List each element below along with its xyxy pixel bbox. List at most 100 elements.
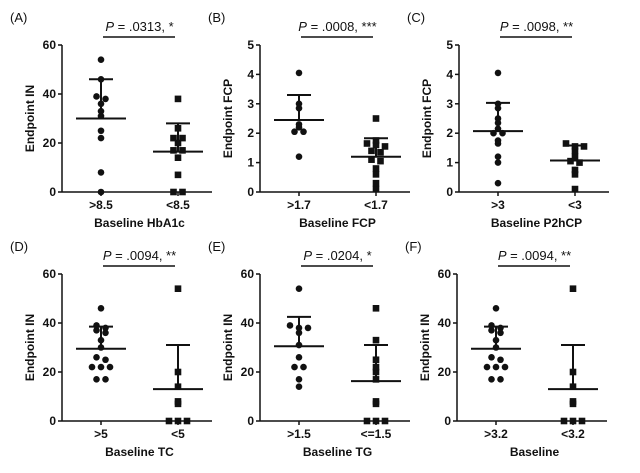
data-point: [97, 188, 105, 196]
data-point: [492, 305, 500, 312]
data-point: [102, 95, 109, 103]
y-tick-label: 4: [247, 67, 254, 81]
data-point: [372, 363, 380, 371]
data-point: [295, 121, 303, 128]
x-tick-label: <3.2: [561, 427, 585, 441]
data-point: [93, 93, 100, 100]
y-tick-label: 5: [247, 38, 254, 52]
data-point: [372, 417, 380, 425]
panel-c: (C) 0 1 2 3 4 5 Endpoint FCP >3 <3 Baseline P2hCP P…: [397, 0, 612, 232]
x-tick-label: >8.5: [89, 198, 113, 212]
panel-label: (B): [208, 10, 225, 25]
x-tick-label: >1.5: [287, 427, 311, 441]
data-point: [569, 398, 577, 405]
data-point: [291, 128, 298, 136]
x-axis-label: Baseline FCP: [299, 216, 376, 230]
data-point: [174, 171, 182, 179]
data-point: [569, 383, 577, 390]
data-point: [174, 139, 182, 147]
data-point: [97, 127, 105, 135]
data-point: [304, 324, 312, 332]
data-point: [560, 417, 568, 425]
data-point: [501, 363, 509, 371]
y-tick-label: 20: [43, 365, 57, 379]
p-symbol: P: [105, 19, 114, 34]
data-point: [372, 179, 380, 187]
x-axis-label: Baseline TG: [303, 445, 372, 459]
data-point: [571, 185, 579, 193]
panel-label: (D): [10, 239, 28, 254]
p-symbol: P: [298, 19, 307, 34]
data-point: [490, 129, 497, 137]
chart: (C) 0 1 2 3 4 5 Endpoint FCP >3 <3 Baseline P2hCP P…: [407, 10, 609, 230]
data-point: [497, 324, 504, 332]
x-tick-label: <=1.5: [361, 427, 392, 441]
data-point: [97, 344, 105, 351]
x-axis-label: Baseline TC: [105, 445, 174, 459]
data-point: [372, 376, 380, 383]
data-point: [300, 128, 307, 136]
x-tick-label: <3: [568, 198, 582, 212]
data-point: [571, 166, 579, 174]
data-point: [372, 398, 380, 405]
data-point: [170, 134, 177, 142]
y-tick-label: 40: [241, 316, 255, 330]
data-point: [381, 417, 389, 425]
data-point: [372, 137, 380, 144]
p-symbol: P: [498, 248, 507, 263]
x-axis-label: Baseline P2hCP: [491, 216, 582, 230]
data-point: [567, 157, 574, 165]
panel-label: (C): [407, 10, 425, 25]
chart: (E) 0 20 40 60 Endpoint IN >1.5 <=1.5 Baseline T…: [208, 239, 410, 459]
x-tick-label: >3: [491, 198, 505, 212]
data-point: [381, 143, 389, 150]
data-point: [97, 107, 105, 115]
data-point: [494, 137, 502, 144]
y-tick-label: 3: [446, 97, 453, 111]
y-tick-label: 4: [446, 67, 453, 81]
data-point: [372, 368, 380, 376]
p-value-text: = .0094, **: [506, 248, 571, 263]
p-symbol: P: [103, 248, 112, 263]
data-point: [295, 354, 303, 361]
panel-f: (F) 0 20 40 60 Endpoint IN >3.2 <3.2 Baseline P =…: [395, 229, 610, 461]
p-value-annotation: P = .0094, **: [103, 248, 176, 263]
data-point: [295, 324, 303, 332]
data-point: [576, 159, 583, 166]
data-point: [295, 329, 303, 337]
data-point: [363, 140, 371, 147]
data-point: [295, 376, 303, 383]
data-point: [93, 376, 100, 383]
data-point: [170, 147, 177, 154]
data-point: [295, 100, 303, 108]
p-value-text: = .0008, ***: [307, 19, 377, 34]
data-point: [93, 322, 100, 329]
y-tick-label: 5: [446, 38, 453, 52]
data-point: [492, 336, 500, 344]
data-point: [488, 354, 495, 361]
x-axis-label: Baseline HbA1c: [94, 216, 185, 230]
data-point: [179, 188, 186, 196]
data-point: [494, 115, 502, 122]
panel-label: (A): [10, 10, 27, 25]
y-tick-label: 40: [43, 87, 57, 101]
data-point: [499, 129, 506, 137]
data-point: [295, 285, 303, 292]
data-point: [372, 115, 380, 122]
y-tick-label: 20: [43, 136, 57, 150]
data-point: [97, 169, 105, 176]
panel-label: (F): [405, 239, 422, 254]
p-value-text: = .0204, *: [312, 248, 372, 263]
data-point: [174, 417, 182, 425]
panel-a: (A) 0 20 40 60 Endpoint IN >8.5 <8.5 Baseline Hb…: [0, 0, 215, 232]
data-point: [174, 95, 182, 103]
data-point: [569, 368, 577, 376]
p-symbol: P: [303, 248, 312, 263]
data-point: [492, 344, 500, 351]
data-point: [93, 327, 100, 334]
data-point: [483, 363, 491, 371]
data-point: [174, 125, 182, 132]
panel-e: (E) 0 20 40 60 Endpoint IN >1.5 <=1.5 Baseline T…: [198, 229, 413, 461]
data-point: [97, 363, 105, 371]
y-axis-label: Endpoint IN: [23, 314, 37, 381]
